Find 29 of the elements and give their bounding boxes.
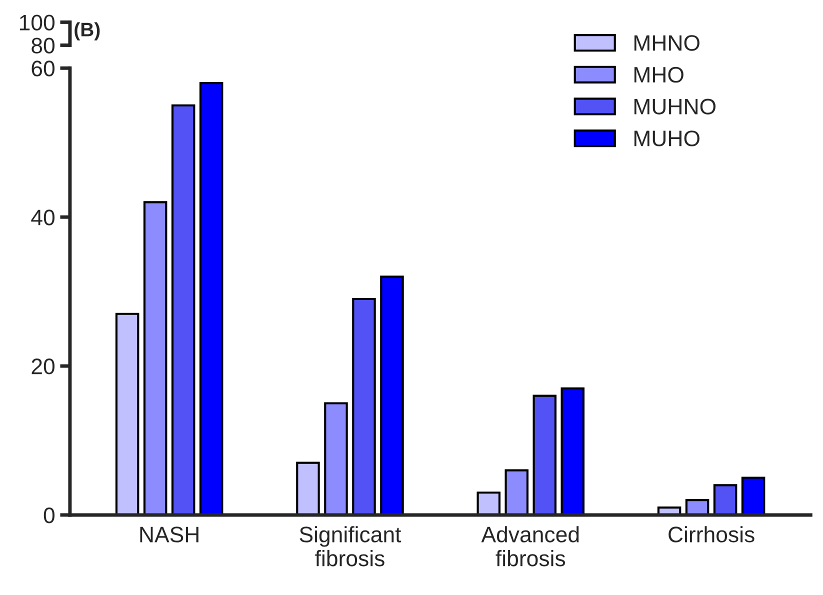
bar <box>352 298 376 515</box>
y-tick-label: 20 <box>32 358 55 374</box>
legend-label: MUHO <box>634 130 700 146</box>
legend-label: MHO <box>634 66 684 83</box>
y-tick-label: 80 <box>32 38 55 54</box>
legend-label: MHNO <box>634 35 700 51</box>
legend-label: MUHNO <box>634 98 716 114</box>
y-tick-label: 100 <box>20 14 55 30</box>
bar <box>476 492 501 515</box>
x-tick-label: Cirrhosis <box>668 526 754 542</box>
bar <box>380 276 404 515</box>
bar <box>296 462 320 515</box>
bar <box>741 476 766 515</box>
chart-title: (B) <box>74 22 100 40</box>
bar <box>560 387 585 515</box>
bar <box>504 469 529 515</box>
bar <box>143 201 168 515</box>
y-tick-label: 60 <box>32 60 55 76</box>
y-tick-label: 0 <box>44 508 55 524</box>
bar <box>171 104 196 515</box>
bar <box>713 484 738 515</box>
x-tick-label: Significant fibrosis <box>300 526 402 566</box>
bar <box>532 394 557 515</box>
x-tick-label: NASH <box>140 526 198 542</box>
y-tick-label: 40 <box>31 210 55 226</box>
bar <box>324 402 348 515</box>
bar <box>199 82 224 515</box>
x-tick-label: Advanced fibrosis <box>481 526 579 566</box>
bar <box>115 312 140 515</box>
